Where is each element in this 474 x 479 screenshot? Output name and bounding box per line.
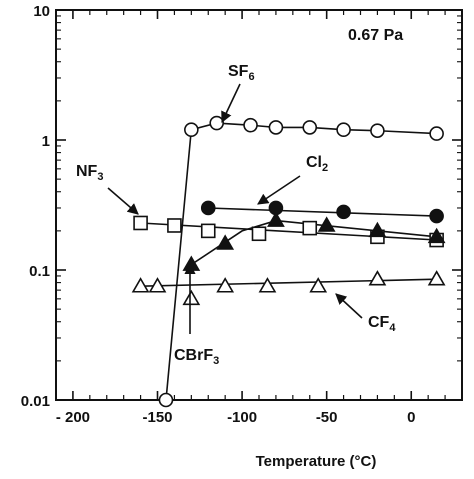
sf6-arrow <box>221 83 241 124</box>
cf4-point <box>148 277 167 293</box>
x-tick-label: -50 <box>316 409 338 426</box>
cbrf3-line <box>190 219 437 266</box>
plot-frame <box>55 9 463 401</box>
sf6-point <box>429 126 444 141</box>
y-tick-label: 1 <box>42 133 50 150</box>
cf4-label: CF4 <box>368 314 396 334</box>
condition-label: 0.67 Pa <box>348 27 403 44</box>
nf3-line <box>140 222 437 241</box>
x-axis-title: Temperature (°C) <box>256 453 377 470</box>
sf6-label: SF6 <box>228 63 255 83</box>
nf3-point <box>133 215 148 231</box>
cl2-line <box>208 207 437 217</box>
cf4-point <box>309 277 328 293</box>
cl2-label: Cl2 <box>306 154 328 174</box>
sf6-point <box>184 122 199 138</box>
cbrf3-point <box>216 234 235 250</box>
nf3-point <box>302 220 318 236</box>
x-tick-label: -100 <box>227 409 257 426</box>
sf6-point <box>302 120 318 135</box>
nf3-point <box>200 223 216 239</box>
cbrf3-point <box>182 255 201 271</box>
x-tick-label: - 200 <box>56 409 90 426</box>
cbrf3-point <box>267 211 285 227</box>
sf6-point <box>336 122 351 138</box>
x-tick-label: -150 <box>142 409 172 426</box>
cl2-point <box>336 204 351 220</box>
cl2-arrow <box>257 175 301 205</box>
cf4-point <box>216 277 235 293</box>
nf3-arrow <box>107 187 139 215</box>
cf4-arrow <box>335 293 363 319</box>
sf6-point <box>209 115 225 131</box>
sf6-point <box>268 120 284 135</box>
cf4-point <box>258 277 277 293</box>
sf6-point <box>158 392 174 408</box>
cbrf3-label: CBrF3 <box>174 347 219 367</box>
nf3-point <box>167 218 182 233</box>
cf4-point <box>368 270 387 286</box>
cl2-point <box>200 200 216 216</box>
cf4-point <box>427 270 446 286</box>
x-tick-label: 0 <box>407 409 415 426</box>
cf4-line <box>140 278 437 287</box>
sf6-point <box>370 123 385 138</box>
cf4-point <box>182 289 201 306</box>
cbrf3-point <box>317 216 336 232</box>
y-tick-label: 0.01 <box>21 393 50 410</box>
sf6-point <box>243 117 258 133</box>
cbrf3-point <box>427 227 446 244</box>
cbrf3-point <box>368 221 387 238</box>
cl2-point <box>429 208 444 224</box>
y-tick-label: 10 <box>33 3 50 20</box>
cf4-point <box>131 277 150 293</box>
y-tick-label: 0.1 <box>29 263 50 280</box>
nf3-point <box>251 226 267 242</box>
nf3-label: NF3 <box>76 163 103 183</box>
